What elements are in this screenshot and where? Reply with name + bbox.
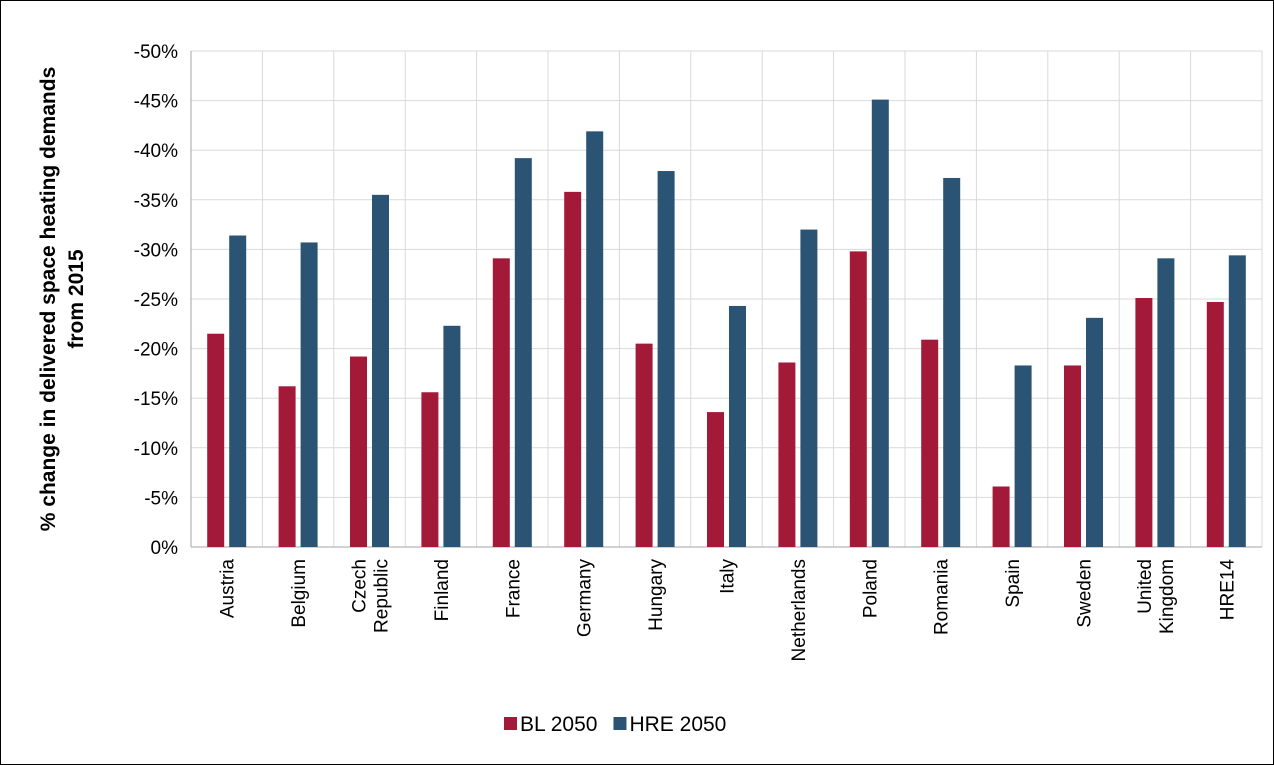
bar-hre-2050 — [657, 171, 675, 548]
legend-swatch — [504, 717, 517, 730]
bar-hre-2050 — [229, 235, 247, 547]
bar-hre-2050 — [300, 242, 318, 547]
x-tick-label: Germany — [575, 559, 596, 638]
y-axis-label-line: % change in delivered space heating dema… — [37, 67, 60, 531]
x-tick-label: Hungary — [646, 559, 667, 631]
y-tick-label: -40% — [134, 141, 178, 162]
legend-label: HRE 2050 — [629, 713, 726, 736]
x-tick-label: Finland — [432, 559, 453, 621]
x-tick-label: Republic — [372, 559, 393, 633]
x-tick-label: HRE14 — [1217, 559, 1238, 621]
y-axis-label: % change in delivered space heating dema… — [37, 67, 88, 531]
x-tick-labels: Austria Belgium Czech Republic Finland France… — [218, 559, 1239, 662]
y-tick-label: -35% — [134, 191, 178, 212]
bars-layer — [207, 99, 1246, 548]
bar-bl-2050 — [421, 392, 439, 547]
bar-bl-2050 — [707, 412, 724, 547]
x-tick-label: Belgium — [289, 559, 310, 628]
bar-hre-2050 — [443, 325, 461, 547]
y-tick-label: -30% — [134, 240, 178, 261]
x-tick-label: Austria — [218, 559, 239, 619]
bar-bl-2050 — [992, 486, 1010, 547]
bar-hre-2050 — [871, 99, 889, 547]
bar-bl-2050 — [278, 386, 296, 547]
bar-bl-2050 — [1206, 301, 1224, 547]
bar-hre-2050 — [1086, 317, 1103, 547]
y-tick-label: -20% — [134, 340, 178, 361]
bar-hre-2050 — [1157, 258, 1175, 547]
x-tick-label: Netherlands — [789, 559, 810, 661]
y-tick-label: 0% — [151, 538, 179, 559]
bar-hre-2050 — [586, 131, 604, 548]
bar-bl-2050 — [350, 356, 367, 547]
x-tick-label: Czech — [350, 559, 371, 613]
bar-hre-2050 — [372, 194, 389, 547]
bar-bl-2050 — [635, 343, 653, 547]
bar-hre-2050 — [1228, 255, 1246, 548]
legend: BL 2050 HRE 2050 — [504, 713, 726, 736]
y-tick-label: -15% — [134, 389, 178, 410]
bar-hre-2050 — [1014, 365, 1032, 547]
bar-bl-2050 — [778, 362, 796, 547]
x-tick-label: Romania — [932, 559, 953, 635]
bar-bl-2050 — [207, 333, 225, 547]
legend-swatch — [613, 717, 627, 730]
x-tick-label: Kingdom — [1157, 559, 1178, 634]
bar-bl-2050 — [1135, 298, 1153, 547]
bar-hre-2050 — [800, 229, 818, 547]
y-tick-label: -45% — [134, 92, 178, 113]
x-tick-label: Sweden — [1075, 559, 1096, 628]
x-tick-label: United — [1135, 559, 1156, 614]
y-tick-label: -5% — [144, 488, 178, 509]
legend-label: BL 2050 — [520, 713, 597, 736]
x-tick-label: Poland — [860, 559, 881, 618]
bar-bl-2050 — [1064, 365, 1081, 547]
x-tick-label: Spain — [1003, 559, 1024, 608]
bar-bl-2050 — [921, 339, 939, 547]
grid-layer — [190, 50, 1263, 548]
y-tick-labels: -50% -45% -40% -35% -30% -25% -20% -15% -10% -5% 0… — [134, 42, 178, 559]
y-axis-label-line: from 2015 — [65, 249, 88, 349]
y-tick-label: -10% — [134, 439, 178, 460]
bar-bl-2050 — [492, 258, 510, 547]
x-tick-label: France — [503, 559, 524, 618]
bar-hre-2050 — [514, 158, 532, 548]
x-tick-label: Italy — [718, 559, 739, 594]
bar-hre-2050 — [943, 177, 961, 547]
y-tick-label: -50% — [134, 42, 178, 63]
y-tick-label: -25% — [134, 290, 178, 311]
bar-hre-2050 — [729, 305, 746, 547]
bar-bl-2050 — [849, 251, 867, 547]
bar-bl-2050 — [564, 191, 582, 547]
